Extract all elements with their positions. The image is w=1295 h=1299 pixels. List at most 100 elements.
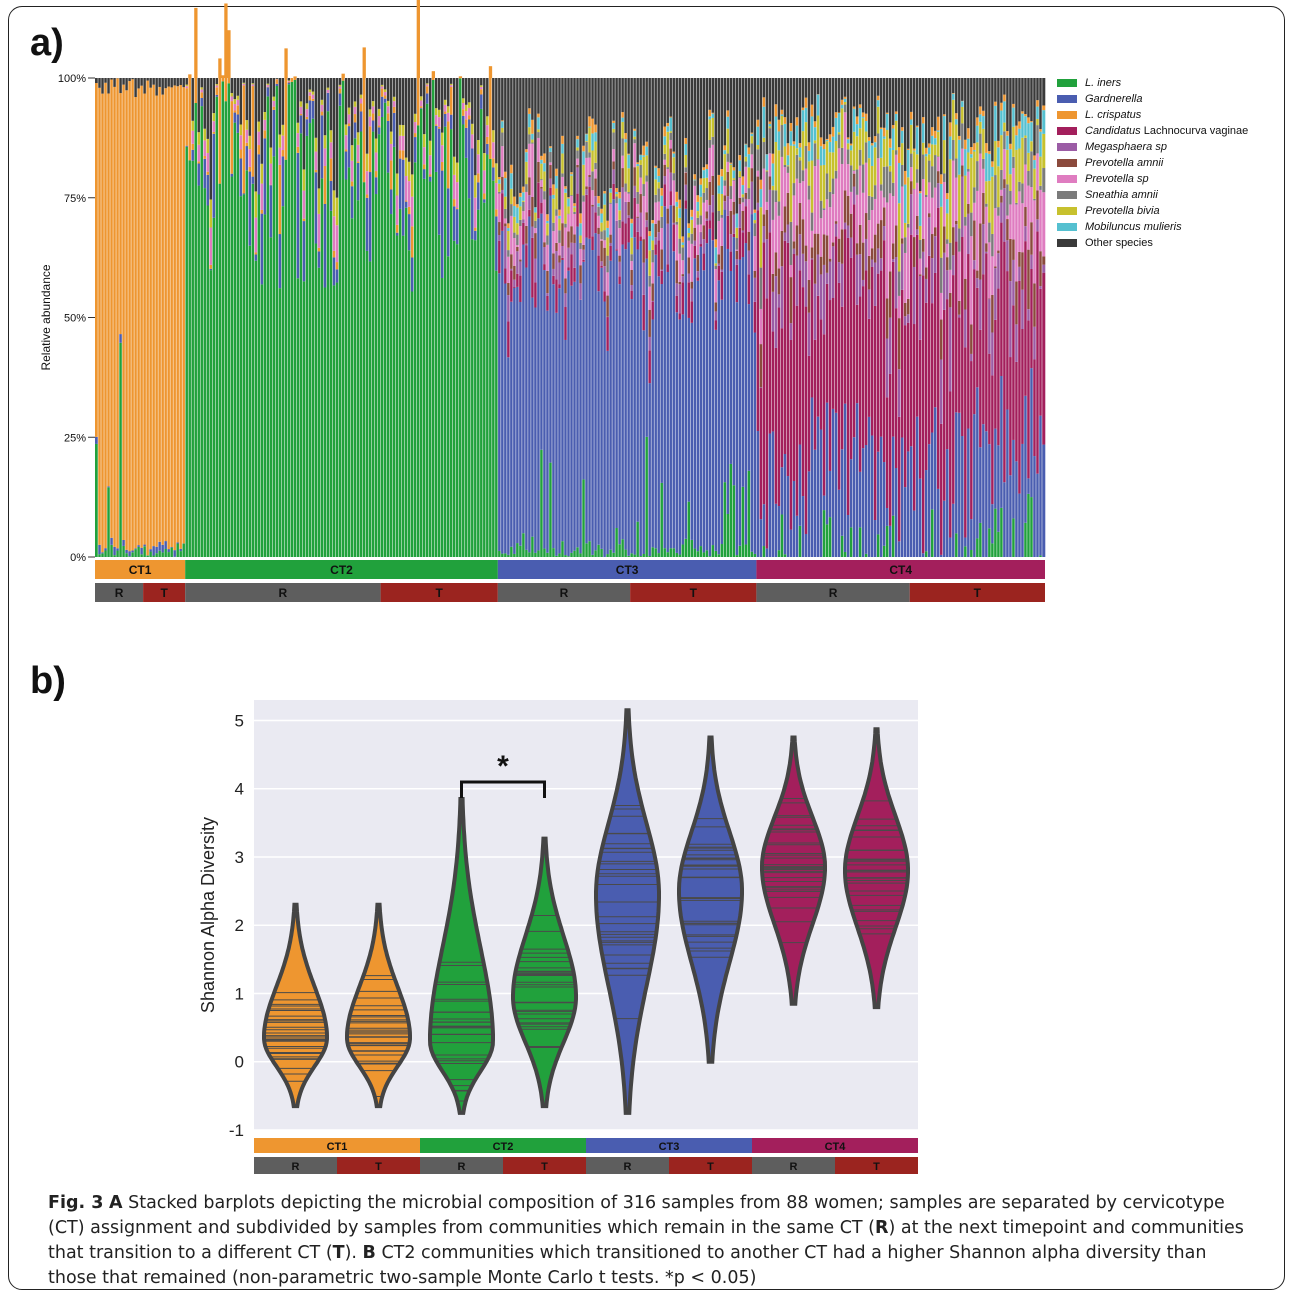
bar-segment [639,177,643,195]
bar-segment [248,78,252,136]
bar-segment [311,78,315,92]
caption-part-a-letter: A [108,1193,123,1213]
bar-segment [903,487,908,557]
bar-segment [356,162,360,201]
bar-segment [624,133,628,140]
bar-segment [281,150,285,157]
bar-segment [726,171,730,197]
bar-segment [633,128,637,131]
bar-segment [810,258,814,260]
bar-segment [170,547,174,548]
bar-segment [557,553,562,557]
bar-segment [416,125,420,557]
bar-segment [918,193,923,226]
bar-segment [909,234,914,447]
bar-segment [419,108,423,558]
bar-segment [690,301,694,323]
bar-segment [780,156,784,231]
bar-segment [1026,320,1031,479]
bar-segment [750,133,754,137]
bar-segment [675,295,679,313]
bar-segment [882,127,886,137]
bar-segment [663,548,667,557]
bar-segment [750,78,754,133]
bar-segment [440,132,445,146]
bar-segment [615,203,619,221]
bar-segment [780,109,784,115]
bar-segment [996,147,1001,167]
bar-segment [488,158,493,557]
bar-segment [359,103,363,112]
bar-segment [666,223,670,265]
bar-segment [107,93,111,487]
bar-segment [981,158,986,169]
bar-segment [642,239,646,263]
bar-segment [687,317,691,502]
bar-segment [1029,254,1034,269]
bar-segment [678,281,682,285]
bar-segment [518,261,523,276]
bar-segment [792,183,796,196]
bar-segment [428,155,433,175]
bar-segment [203,156,207,159]
bar-segment [1008,143,1013,150]
bar-segment [407,181,411,207]
bar-segment [467,198,472,557]
bar-segment [804,261,808,307]
bar-segment [410,174,414,197]
bar-segment [678,554,682,557]
bar-segment [125,78,129,91]
bar-segment [582,201,586,245]
bar-segment [269,78,273,148]
bar-segment [317,213,321,248]
bar-segment [1014,461,1019,557]
bar-segment [657,276,661,554]
bar-segment [503,178,508,197]
bar-segment [753,236,757,271]
bar-segment [509,215,514,255]
rt-band [95,583,144,602]
bar-segment [669,139,673,149]
bar-segment [780,467,784,515]
bar-segment [864,238,868,271]
bar-segment [687,501,691,557]
bar-segment [446,78,451,107]
bar-segment [446,112,451,122]
bar-segment [840,78,844,100]
bar-segment [828,152,832,192]
bar-segment [873,198,877,235]
bar-segment [765,170,769,172]
bar-segment [512,216,517,233]
bar-segment [236,105,240,115]
bar-segment [621,78,625,113]
bar-segment [774,104,778,117]
bar-segment [801,110,805,132]
bar-segment [666,122,670,127]
bar-segment [744,192,748,199]
bar-segment [957,317,962,413]
bar-segment [200,92,204,98]
bar-segment [957,314,962,318]
violin-body [762,737,825,1004]
bar-segment [777,131,781,151]
bar-segment [672,548,676,557]
bar-segment [576,150,580,159]
bar-segment [131,78,135,80]
bar-segment [744,161,748,167]
bar-segment [780,266,784,329]
bar-segment [191,160,195,558]
bar-segment [182,78,186,88]
bar-segment [576,164,580,168]
bar-segment [915,127,920,155]
bar-segment [837,78,841,113]
bar-segment [705,220,709,244]
legend-label: Prevotella amnii [1085,157,1164,169]
bar-segment [963,78,968,140]
bar-segment [597,544,601,557]
bar-segment [765,78,769,155]
bar-segment [996,207,1001,216]
bar-segment [506,78,511,224]
bar-segment [404,175,408,201]
bar-segment [566,247,571,268]
bar-segment [657,182,661,189]
